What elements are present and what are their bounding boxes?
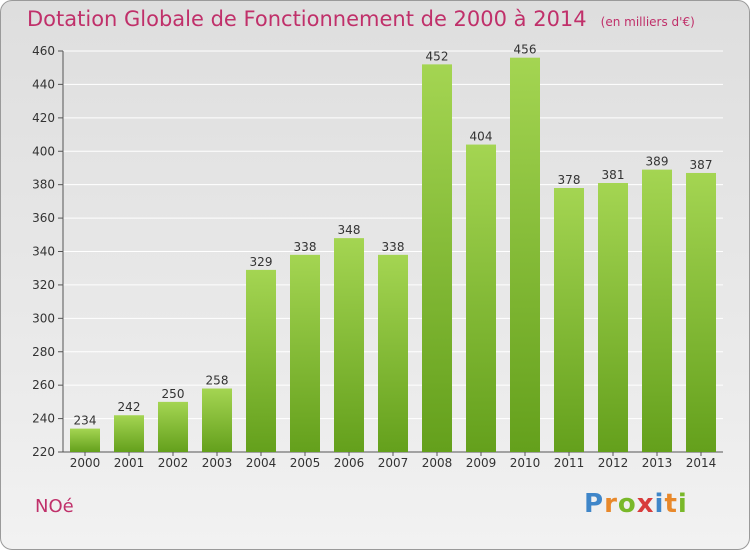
bar [334, 238, 364, 452]
chart-title: Dotation Globale de Fonctionnement de 20… [27, 7, 695, 31]
bar [114, 415, 144, 452]
y-tick-label: 320 [32, 278, 55, 292]
y-tick-label: 340 [32, 245, 55, 259]
bar [422, 64, 452, 452]
bar [642, 169, 672, 453]
x-tick-label: 2010 [510, 456, 541, 470]
x-tick-label: 2014 [686, 456, 717, 470]
y-tick-label: 300 [32, 311, 55, 325]
logo-letter: i [677, 489, 688, 519]
y-tick-label: 380 [32, 178, 55, 192]
logo-letter: t [664, 489, 678, 519]
y-tick-label: 400 [32, 144, 55, 158]
x-tick-label: 2009 [466, 456, 497, 470]
y-tick-label: 240 [32, 412, 55, 426]
logo-letter: r [604, 489, 618, 519]
data-label: 258 [206, 374, 229, 388]
bar [290, 254, 320, 452]
data-label: 404 [470, 130, 493, 144]
x-tick-label: 2012 [598, 456, 629, 470]
y-tick-label: 460 [32, 44, 55, 58]
data-label: 348 [338, 223, 361, 237]
bar [554, 188, 584, 452]
data-label: 250 [162, 387, 185, 401]
bar [466, 144, 496, 453]
data-label: 381 [602, 168, 625, 182]
data-label: 338 [382, 240, 405, 254]
data-label: 389 [646, 155, 669, 169]
bar [378, 254, 408, 452]
bar [686, 172, 716, 453]
x-tick-label: 2013 [642, 456, 673, 470]
x-tick-label: 2005 [290, 456, 321, 470]
data-label: 378 [558, 173, 581, 187]
x-tick-label: 2003 [202, 456, 233, 470]
y-tick-label: 280 [32, 345, 55, 359]
logo-letter: o [617, 489, 637, 519]
y-tick-label: 260 [32, 378, 55, 392]
logo-letter: x [636, 489, 655, 519]
x-tick-label: 2006 [334, 456, 365, 470]
y-tick-label: 440 [32, 77, 55, 91]
data-label: 387 [690, 158, 713, 172]
y-tick-label: 220 [32, 445, 55, 459]
proxiti-logo[interactable]: Proxiti [584, 489, 688, 519]
logo-letter: P [584, 489, 605, 519]
y-tick-label: 360 [32, 211, 55, 225]
x-tick-label: 2004 [246, 456, 277, 470]
x-tick-label: 2011 [554, 456, 585, 470]
title-text: Dotation Globale de Fonctionnement de 20… [27, 7, 587, 31]
unit-note: (en milliers d'€) [600, 15, 695, 29]
data-label: 452 [426, 49, 449, 63]
logo-letter: i [654, 489, 665, 519]
bar [598, 182, 628, 452]
x-tick-label: 2007 [378, 456, 409, 470]
x-tick-label: 2000 [70, 456, 101, 470]
data-label: 456 [514, 43, 537, 57]
x-tick-label: 2002 [158, 456, 189, 470]
data-label: 242 [118, 400, 141, 414]
bar [246, 269, 276, 452]
data-label: 234 [74, 414, 97, 428]
data-label: 329 [250, 255, 273, 269]
bar [510, 57, 540, 452]
bar [158, 401, 188, 452]
commune-name: NOé [35, 496, 74, 517]
bar [202, 388, 232, 452]
y-tick-label: 420 [32, 111, 55, 125]
bar [70, 428, 100, 452]
x-tick-label: 2008 [422, 456, 453, 470]
data-label: 338 [294, 240, 317, 254]
x-tick-label: 2001 [114, 456, 145, 470]
